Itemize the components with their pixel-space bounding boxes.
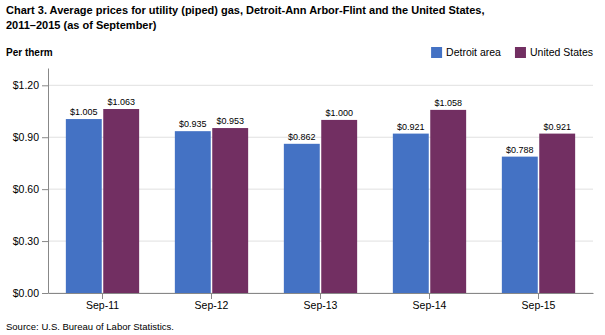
data-label: $1.005 <box>70 107 98 117</box>
tick-label: Sep-11 <box>86 299 119 311</box>
data-labels: $1.005 $0.935 $0.862 $0.921 $0.788 $1.063 $0.9… <box>70 97 571 155</box>
data-label: $0.788 <box>506 145 534 155</box>
tick-mark <box>42 293 48 294</box>
legend-item: United States <box>515 46 593 58</box>
legend-label: United States <box>530 46 593 58</box>
legend: Detroit area United States <box>431 46 593 58</box>
bar <box>393 134 429 293</box>
tick: Sep-12 <box>195 293 229 311</box>
bar-series <box>103 109 575 293</box>
legend-item: Detroit area <box>431 46 501 58</box>
tick-mark <box>42 85 48 86</box>
legend-swatch <box>431 47 442 58</box>
data-label: $0.862 <box>288 132 316 142</box>
tick-mark <box>320 293 321 299</box>
tick-mark <box>211 293 212 299</box>
data-label: $1.063 <box>107 97 135 107</box>
tick-mark <box>42 137 48 138</box>
data-label: $0.935 <box>179 119 207 129</box>
tick: $0.60 <box>13 183 48 195</box>
chart: Chart 3. Average prices for utility (pip… <box>0 0 605 335</box>
source: Source: U.S. Bureau of Labor Statistics. <box>6 321 174 332</box>
bar <box>103 109 139 293</box>
tick: Sep-11 <box>86 293 119 311</box>
data-label: $1.000 <box>325 108 353 118</box>
tick: $0.30 <box>13 235 48 247</box>
bar <box>175 131 211 293</box>
grid-line <box>48 85 593 86</box>
tick-label: $0.30 <box>13 235 39 247</box>
plot: $0.00$0.30$0.60$0.90$1.20Sep-11Sep-12Sep… <box>13 69 594 312</box>
legend-swatch <box>515 47 526 58</box>
data-label: $0.953 <box>216 116 244 126</box>
bar <box>502 157 538 293</box>
bar <box>430 110 466 293</box>
tick-mark <box>42 241 48 242</box>
tick-label: Sep-15 <box>522 299 556 311</box>
tick: $0.90 <box>13 131 48 143</box>
tick-label: Sep-12 <box>195 299 229 311</box>
tick: $1.20 <box>13 79 48 91</box>
tick-label: $1.20 <box>13 79 39 91</box>
tick-label: Sep-14 <box>413 299 447 311</box>
tick: Sep-14 <box>413 293 447 311</box>
axis-line <box>48 69 49 294</box>
tick-label: Sep-13 <box>304 299 338 311</box>
bars <box>66 109 575 293</box>
subtitle: 2011–2015 (as of September) <box>6 19 157 31</box>
title: Chart 3. Average prices for utility (pip… <box>6 4 485 16</box>
tick-label: $0.00 <box>13 287 39 299</box>
data-label: $1.058 <box>434 98 462 108</box>
bar <box>321 120 357 293</box>
y-label: Per therm <box>6 47 53 58</box>
data-label: $0.921 <box>543 122 571 132</box>
tick: $0.00 <box>13 287 48 299</box>
bar <box>66 119 102 293</box>
tick: Sep-13 <box>304 293 338 311</box>
tick-mark <box>102 293 103 299</box>
bar <box>539 134 575 293</box>
legend-label: Detroit area <box>446 46 501 58</box>
tick-label: $0.90 <box>13 131 39 143</box>
grid <box>48 85 593 293</box>
tick-mark <box>42 189 48 190</box>
data-label: $0.921 <box>397 122 425 132</box>
y-axis: $0.00 $0.30 $0.60 $0.90 $1.20 <box>13 69 49 299</box>
tick-label: $0.60 <box>13 183 39 195</box>
x-axis: Sep-11 Sep-12 Sep-13 Sep-14 Sep-15 <box>49 293 594 311</box>
bar <box>212 128 248 293</box>
tick-mark <box>429 293 430 299</box>
tick: Sep-15 <box>522 293 556 311</box>
tick-mark <box>538 293 539 299</box>
bar <box>284 144 320 293</box>
